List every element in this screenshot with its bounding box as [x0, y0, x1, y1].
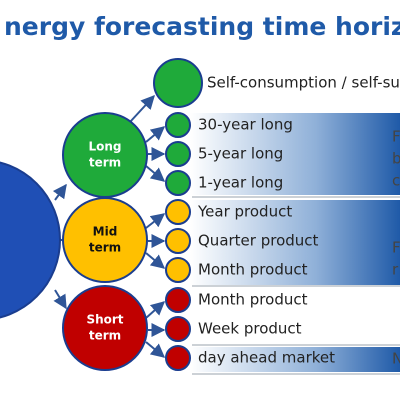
leaf-label: Month product — [198, 291, 308, 309]
leaf-label: Quarter product — [198, 232, 319, 250]
leaf-node — [165, 316, 191, 342]
arrows — [49, 94, 166, 358]
note-fragment: b — [392, 150, 400, 168]
short-term-node — [62, 285, 148, 371]
leaf-label: day ahead market — [198, 349, 335, 367]
node-label: Long — [88, 140, 121, 154]
mid-term-node — [62, 197, 148, 283]
leaf-node — [165, 257, 191, 283]
note-fragment: F — [392, 239, 400, 257]
top-node — [153, 58, 203, 108]
leaf-label: 1-year long — [198, 174, 283, 192]
node-label: Mid — [93, 225, 118, 239]
separators — [192, 196, 400, 375]
leaf-node — [165, 199, 191, 225]
node-label: Self-consumption / self-su — [207, 74, 400, 92]
panel — [190, 347, 400, 372]
leaf-label: Month product — [198, 261, 308, 279]
node-label: term — [89, 329, 121, 343]
note-fragment: F — [392, 128, 400, 146]
leaf-node — [165, 287, 191, 313]
leaf-label: Year product — [197, 203, 292, 221]
note-fragment: N — [392, 350, 400, 368]
note-fragment: r — [392, 261, 399, 279]
node-label: term — [89, 241, 121, 255]
node-label: Short — [86, 313, 123, 327]
leaf-node — [165, 112, 191, 138]
side-notes: Fbc Fr N — [392, 128, 400, 368]
leaves: 30-year long 5-year long 1-year long Year p… — [165, 112, 335, 371]
note-fragment: c — [392, 172, 400, 190]
leaf-node — [165, 141, 191, 167]
leaf-label: Week product — [198, 320, 302, 338]
root-node — [0, 161, 61, 319]
leaf-node — [165, 170, 191, 196]
leaf-node — [165, 228, 191, 254]
leaf-node — [165, 345, 191, 371]
node-label: term — [89, 156, 121, 170]
leaf-label: 30-year long — [198, 116, 293, 134]
title: nergy forecasting time horizo — [4, 12, 400, 41]
panel — [190, 200, 400, 285]
leaf-label: 5-year long — [198, 145, 283, 163]
panel — [190, 113, 400, 195]
